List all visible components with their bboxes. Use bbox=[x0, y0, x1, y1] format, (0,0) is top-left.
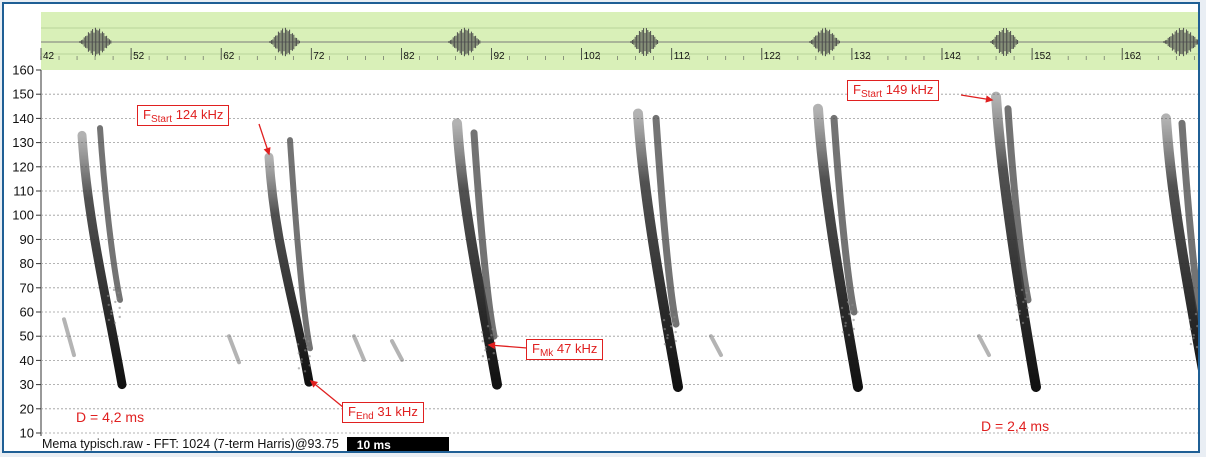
annotation-fmk: FMk 47 kHz bbox=[526, 339, 604, 360]
overview-time-label: 142 bbox=[944, 51, 961, 62]
echolocation-call bbox=[633, 108, 683, 393]
y-tick-label: 60 bbox=[20, 305, 34, 320]
duration-right-label: D = 2,4 ms bbox=[981, 418, 1050, 434]
status-bar: Mema typisch.raw - FFT: 1024 (7-term Har… bbox=[42, 436, 449, 451]
noise-fragment bbox=[390, 339, 404, 362]
y-tick-label: 160 bbox=[12, 63, 34, 78]
noise-fragment bbox=[977, 334, 991, 358]
noise-fragment bbox=[352, 334, 366, 362]
overview-pulse bbox=[448, 27, 481, 57]
y-tick-label: 100 bbox=[12, 208, 34, 223]
duration-left-label: D = 4,2 ms bbox=[76, 409, 145, 425]
echolocation-call bbox=[264, 137, 314, 387]
echolocation-call bbox=[991, 91, 1041, 393]
annotation-arrow bbox=[488, 344, 528, 349]
y-tick-label: 110 bbox=[13, 184, 34, 199]
echolocation-call bbox=[1161, 113, 1198, 371]
annotation-fstart-right: FStart 149 kHz bbox=[847, 80, 940, 101]
spectrogram-view[interactable]: 42 52 62 72 82 92 102 112 122 132 142 152 162 160 150… bbox=[4, 4, 1198, 451]
annotation-fstart-left: FStart 124 kHz bbox=[137, 105, 230, 126]
overview-pulse bbox=[990, 28, 1019, 56]
y-tick-label: 20 bbox=[20, 401, 34, 416]
y-tick-label: 140 bbox=[12, 111, 34, 126]
echolocation-call bbox=[452, 118, 502, 390]
noise-fragment bbox=[62, 317, 76, 358]
overview-pulse bbox=[79, 27, 112, 57]
overview-time-label: 42 bbox=[43, 51, 55, 62]
y-tick-label: 120 bbox=[12, 159, 34, 174]
overview-pulse bbox=[630, 28, 659, 56]
y-tick-label: 40 bbox=[20, 353, 34, 368]
overview-time-label: 102 bbox=[584, 51, 601, 62]
echolocation-call bbox=[813, 103, 863, 393]
overview-time-label: 62 bbox=[223, 51, 235, 62]
y-tick-label: 150 bbox=[12, 87, 34, 102]
y-tick-label: 10 bbox=[20, 426, 34, 441]
overview-time-label: 152 bbox=[1034, 51, 1051, 62]
annotation-fend: FEnd 31 kHz bbox=[342, 402, 424, 423]
status-file-info: Mema typisch.raw - FFT: 1024 (7-term Har… bbox=[42, 437, 339, 451]
noise-fragment bbox=[227, 334, 241, 365]
overview-strip[interactable] bbox=[41, 12, 1198, 70]
overview-time-label: 52 bbox=[133, 51, 145, 62]
y-tick-label: 30 bbox=[20, 377, 34, 392]
overview-pulse bbox=[269, 27, 300, 57]
y-tick-label: 50 bbox=[20, 329, 34, 344]
overview-time-label: 162 bbox=[1124, 51, 1141, 62]
overview-pulse bbox=[1163, 27, 1198, 57]
y-tick-label: 80 bbox=[20, 256, 34, 271]
overview-time-label: 122 bbox=[764, 51, 781, 62]
echolocation-call bbox=[77, 125, 127, 390]
time-scale-bar: 10 ms bbox=[346, 436, 449, 451]
overview-time-label: 72 bbox=[313, 51, 325, 62]
noise-fragment bbox=[709, 334, 723, 358]
y-tick-label: 70 bbox=[20, 280, 34, 295]
overview-time-label: 92 bbox=[494, 51, 506, 62]
overview-time-label: 132 bbox=[854, 51, 871, 62]
overview-time-label: 112 bbox=[674, 51, 690, 62]
y-tick-label: 90 bbox=[20, 232, 34, 247]
y-tick-label: 130 bbox=[12, 135, 34, 150]
overview-pulse bbox=[809, 27, 840, 57]
overview-time-label: 82 bbox=[403, 51, 415, 62]
